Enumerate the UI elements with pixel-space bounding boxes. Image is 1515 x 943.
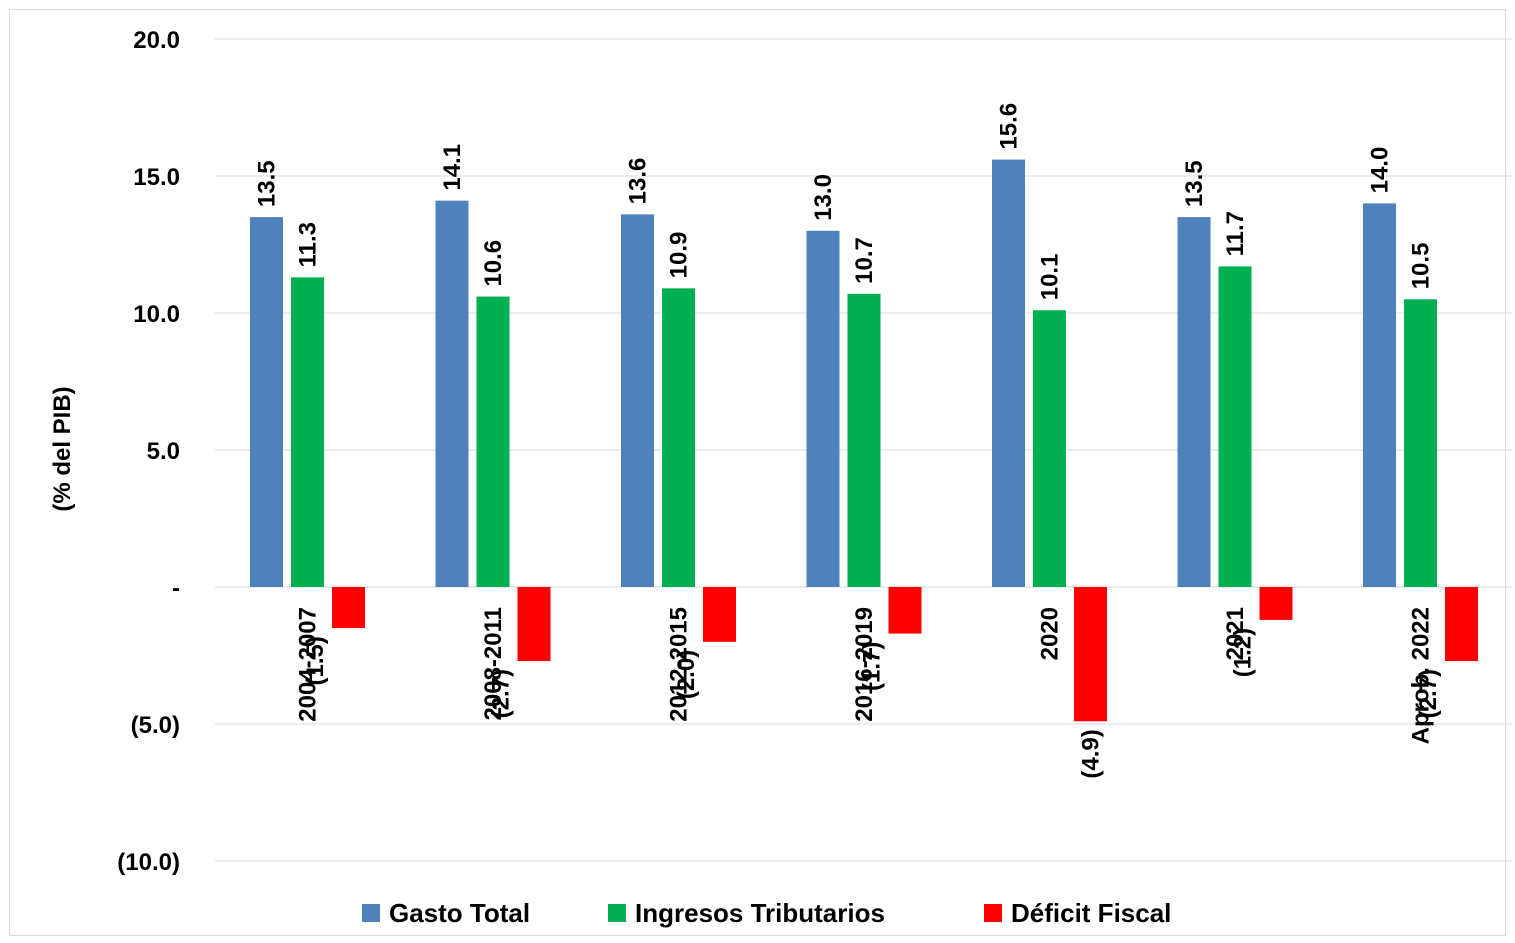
y-tick-label: 10.0 <box>133 301 180 328</box>
legend-label: Gasto Total <box>389 898 530 928</box>
bar-gasto-total <box>621 214 654 588</box>
x-category-label: 2008-2011 <box>480 607 507 720</box>
data-label: 10.7 <box>851 237 878 284</box>
bar-gasto-total <box>435 200 469 587</box>
data-label: 10.9 <box>666 232 693 279</box>
data-label: 10.6 <box>480 240 507 287</box>
data-label: 11.3 <box>295 222 322 267</box>
bar-d-ficit-fiscal <box>888 587 922 634</box>
bar-gasto-total <box>250 217 283 587</box>
y-tick-label: 15.0 <box>133 164 180 191</box>
x-category-label: 2021 <box>1222 607 1249 660</box>
bar-ingresos-tributarios <box>662 288 695 587</box>
bar-ingresos-tributarios <box>291 277 324 587</box>
legend-label: Ingresos Tributarios <box>635 898 885 928</box>
legend-swatch <box>608 904 626 922</box>
bar-d-ficit-fiscal <box>517 587 551 661</box>
data-label: (4.9) <box>1078 729 1105 778</box>
bar-gasto-total <box>806 230 840 588</box>
data-label: 14.0 <box>1367 147 1394 194</box>
bar-ingresos-tributarios <box>1033 310 1066 587</box>
y-tick-label: (10.0) <box>117 849 180 876</box>
bar-d-ficit-fiscal <box>1259 587 1293 620</box>
data-label: 15.6 <box>996 103 1023 150</box>
legend-label: Déficit Fiscal <box>1011 898 1171 928</box>
y-tick-label: (5.0) <box>131 712 180 739</box>
y-tick-label: - <box>172 575 180 602</box>
data-label: (1.5) <box>302 636 329 685</box>
bar-d-ficit-fiscal <box>1074 587 1107 722</box>
data-label: (2.7) <box>488 669 515 718</box>
bar-ingresos-tributarios <box>476 296 510 587</box>
x-category-label: 2012-2015 <box>666 607 693 722</box>
legend-swatch <box>984 904 1002 922</box>
legend-swatch <box>362 904 380 922</box>
data-label: 13.5 <box>254 160 281 207</box>
x-category-label: 2016-2019 <box>851 607 878 722</box>
chart-frame <box>9 9 1506 936</box>
y-tick-label: 20.0 <box>133 27 180 54</box>
bar-gasto-total <box>992 159 1025 587</box>
data-label: 10.5 <box>1408 243 1435 290</box>
data-label: (2.7) <box>1415 669 1442 718</box>
data-label: 14.1 <box>439 144 466 191</box>
data-label: 13.5 <box>1181 160 1208 207</box>
bars: 13.5 11.3 (1.5) 14.1 10.6 (2.7) 13.6 10.9 (2.0) 1… <box>250 103 1478 779</box>
x-category-label: Aprob. 2022 <box>1408 607 1435 744</box>
gridlines <box>215 38 1512 862</box>
bar-d-ficit-fiscal <box>1445 587 1478 661</box>
bar-gasto-total <box>1177 217 1211 587</box>
legend: Gasto Total Ingresos Tributarios Déficit F… <box>362 898 1171 928</box>
x-category-label: 2004-2007 <box>295 607 322 722</box>
data-label: (2.0) <box>673 650 700 699</box>
data-label: 11.7 <box>1222 211 1249 256</box>
bar-ingresos-tributarios <box>1218 266 1252 587</box>
bar-ingresos-tributarios <box>847 293 881 587</box>
bar-gasto-total <box>1363 203 1396 587</box>
data-label: (1.2) <box>1230 628 1257 677</box>
category-labels: 2004-2007 2008-2011 2012-2015 2016-2019 2020… <box>295 607 1435 744</box>
y-axis-title: (% del PIB) <box>49 386 76 511</box>
data-label: (1.7) <box>859 642 886 691</box>
y-axis-ticks: 20.0 15.0 10.0 5.0 - (5.0) (10.0) <box>117 27 180 876</box>
data-label: 13.6 <box>625 158 652 205</box>
y-tick-label: 5.0 <box>147 438 180 465</box>
bar-d-ficit-fiscal <box>703 587 736 642</box>
data-label: 13.0 <box>810 174 837 221</box>
bar-ingresos-tributarios <box>1404 299 1437 587</box>
x-category-label: 2020 <box>1037 607 1064 660</box>
bar-d-ficit-fiscal <box>332 587 365 629</box>
data-label: 10.1 <box>1037 254 1064 301</box>
